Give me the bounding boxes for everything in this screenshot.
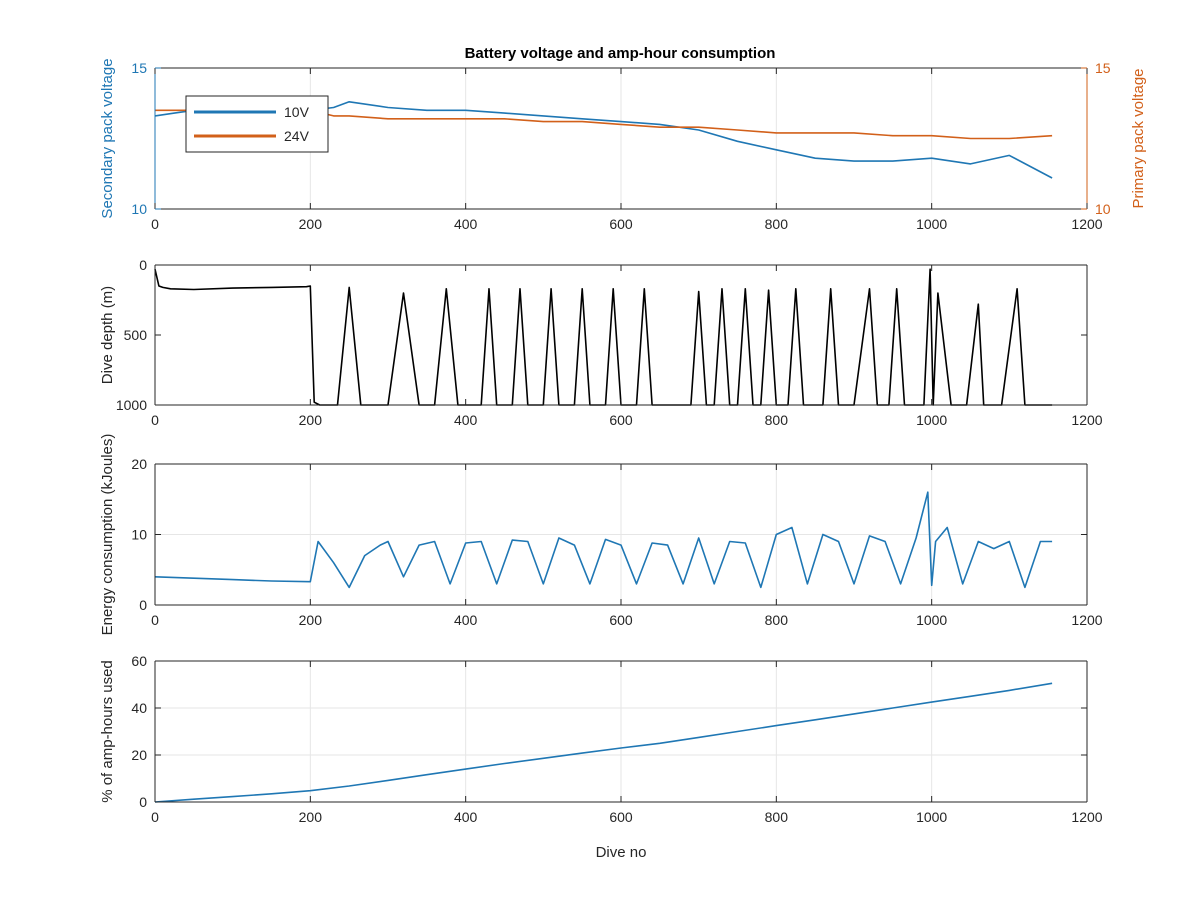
x-tick-label: 0 [151, 809, 159, 825]
y-tick-label: 10 [131, 201, 147, 217]
x-axis-label: Dive no [596, 844, 647, 861]
x-tick-label: 600 [609, 612, 633, 628]
x-tick-label: 200 [299, 412, 323, 428]
x-tick-label: 400 [454, 216, 478, 232]
x-tick-label: 800 [765, 612, 789, 628]
x-tick-label: 0 [151, 216, 159, 232]
x-tick-label: 600 [609, 412, 633, 428]
figure-title: Battery voltage and amp-hour consumption [465, 45, 776, 62]
x-tick-label: 400 [454, 612, 478, 628]
legend-label: 10V [284, 104, 310, 120]
x-tick-label: 1200 [1071, 216, 1102, 232]
series-line-data [154, 491, 1053, 589]
series-line-data [154, 682, 1053, 803]
y-tick-label: 1000 [116, 397, 147, 413]
y-tick-label: 60 [131, 653, 147, 669]
x-tick-label: 800 [765, 216, 789, 232]
x-tick-label: 800 [765, 809, 789, 825]
x-tick-label: 1000 [916, 412, 947, 428]
x-tick-label: 0 [151, 612, 159, 628]
y-tick-label: 0 [139, 794, 147, 810]
subplot-4: 0 200 400 600 800 1000 1200 0 20 40 60 % of amp-hou… [99, 653, 1103, 861]
x-tick-label: 600 [609, 809, 633, 825]
y-tick-label: 15 [131, 60, 147, 76]
x-tick-label: 0 [151, 412, 159, 428]
legend-box [185, 95, 329, 153]
y-tick-label: 500 [124, 327, 148, 343]
y2-tick-label: 10 [1095, 201, 1111, 217]
x-tick-label: 800 [765, 412, 789, 428]
x-tick-label: 1200 [1071, 809, 1102, 825]
legend: 10V 24V [185, 95, 329, 153]
x-tick-label: 1200 [1071, 412, 1102, 428]
x-tick-label: 200 [299, 612, 323, 628]
x-tick-label: 200 [299, 216, 323, 232]
subplot-3: 0 200 400 600 800 1000 1200 0 10 20 Energy consump… [99, 434, 1103, 636]
y-axis-label: Dive depth (m) [99, 286, 116, 384]
x-tick-label: 1000 [916, 612, 947, 628]
y2-axis-label: Primary pack voltage [1130, 68, 1147, 208]
y-axis-label: Secondary pack voltage [99, 58, 116, 218]
y-axis-label: % of amp-hours used [99, 660, 116, 803]
x-tick-label: 200 [299, 809, 323, 825]
x-tick-label: 1000 [916, 216, 947, 232]
y-tick-label: 10 [131, 527, 147, 543]
x-tick-label: 400 [454, 809, 478, 825]
legend-label: 24V [284, 128, 310, 144]
y-tick-label: 40 [131, 700, 147, 716]
y-axis-label: Energy consumption (kJoules) [99, 434, 116, 636]
x-tick-label: 600 [609, 216, 633, 232]
x-tick-label: 1200 [1071, 612, 1102, 628]
x-tick-label: 1000 [916, 809, 947, 825]
x-tick-label: 400 [454, 412, 478, 428]
y-tick-label: 0 [139, 597, 147, 613]
y-tick-label: 20 [131, 747, 147, 763]
y2-tick-label: 15 [1095, 60, 1111, 76]
y-tick-label: 0 [139, 257, 147, 273]
y-tick-label: 20 [131, 456, 147, 472]
